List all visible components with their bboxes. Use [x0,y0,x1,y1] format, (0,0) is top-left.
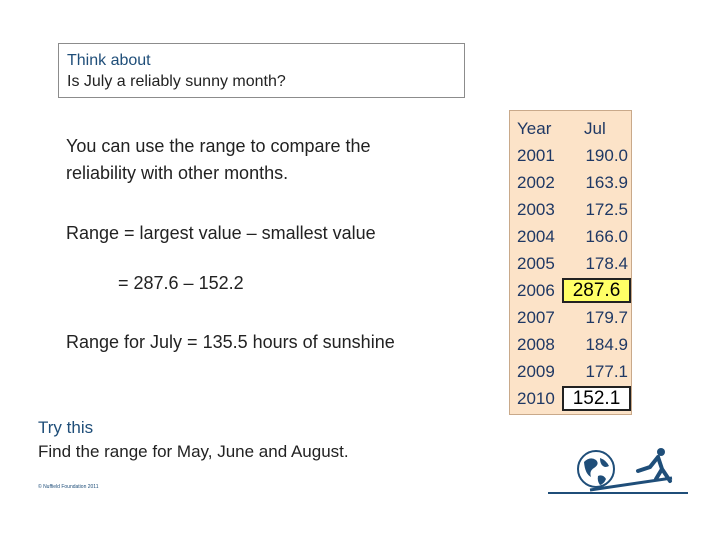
try-this-task: Find the range for May, June and August. [38,442,349,461]
table-row-min: 2010 152.1 [510,385,633,412]
value-cell: 178.4 [585,254,628,273]
header-jul: Jul [584,119,606,138]
try-this-title: Try this [38,418,94,437]
value-cell: 172.5 [585,200,628,219]
range-calculation: = 287.6 – 152.2 [118,273,244,293]
year-cell: 2008 [517,335,555,354]
year-cell: 2009 [517,362,555,381]
table-row: 2009 177.1 [510,358,633,385]
min-value-highlight: 152.1 [562,386,631,411]
copyright-note: © Nuffield Foundation 2011 [38,484,99,490]
table-row: 2004 166.0 [510,223,633,250]
table-row: 2002 163.9 [510,169,633,196]
table-row: 2008 184.9 [510,331,633,358]
year-cell: 2004 [517,227,555,246]
table-header-row: Year Jul [510,115,633,142]
think-about-question: Is July a reliably sunny month? [67,73,286,90]
table-row: 2003 172.5 [510,196,633,223]
value-cell: 179.7 [585,308,628,327]
range-result: Range for July = 135.5 hours of sunshine [66,332,395,352]
table-row: 2007 179.7 [510,304,633,331]
table-row-max: 2006 287.6 [510,277,633,304]
year-cell: 2001 [517,146,555,165]
value-cell: 177.1 [585,362,628,381]
sunshine-table: Year Jul 2001 190.0 2002 163.9 2003 172.… [509,110,632,415]
value-cell: 184.9 [585,335,628,354]
max-value-highlight: 287.6 [562,278,631,303]
year-cell: 2005 [517,254,555,273]
value-cell: 166.0 [585,227,628,246]
year-cell: 2010 [517,389,555,408]
year-cell: 2006 [517,281,555,300]
think-about-title: Think about [67,52,151,69]
year-cell: 2007 [517,308,555,327]
logo-baseline [548,492,688,494]
nuffield-logo-icon [577,448,673,492]
table-row: 2005 178.4 [510,250,633,277]
year-cell: 2002 [517,173,555,192]
value-cell: 190.0 [585,146,628,165]
range-formula: Range = largest value – smallest value [66,223,376,243]
year-cell: 2003 [517,200,555,219]
table-row: 2001 190.0 [510,142,633,169]
range-explanation: You can use the range to compare the rel… [66,136,371,183]
think-about-box: Think about Is July a reliably sunny mon… [58,43,465,98]
value-cell: 163.9 [585,173,628,192]
header-year: Year [517,119,552,138]
